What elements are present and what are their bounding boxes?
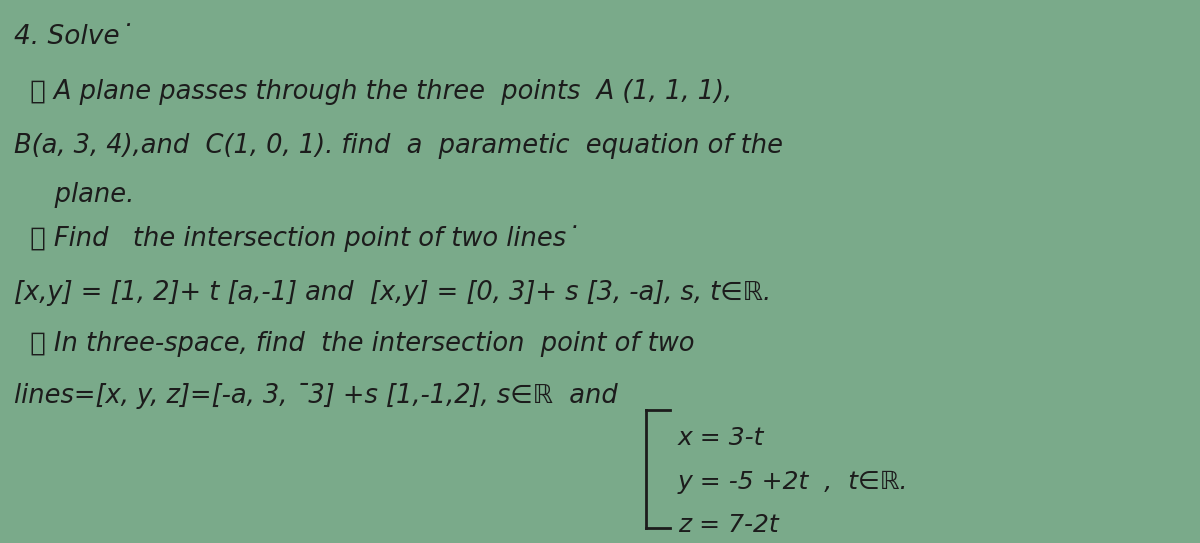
Text: [x,y] = [1, 2]+ t [a,-1] and  [x,y] = [0, 3]+ s [3, -a], s, t∈ℝ.: [x,y] = [1, 2]+ t [a,-1] and [x,y] = [0,…: [14, 280, 772, 306]
Text: B(a, 3, 4),and  C(1, 0, 1). find  a  parametic  equation of the: B(a, 3, 4),and C(1, 0, 1). find a parame…: [14, 133, 784, 159]
Text: plane.: plane.: [14, 182, 134, 208]
Text: ⓒ In three-space, find  the intersection  point of two: ⓒ In three-space, find the intersection …: [14, 331, 695, 357]
Text: 4. Solve˙: 4. Solve˙: [14, 24, 133, 50]
Text: ⓑ Find   the intersection point of two lines˙: ⓑ Find the intersection point of two lin…: [14, 225, 580, 252]
Text: z = 7-2t: z = 7-2t: [678, 513, 779, 537]
Text: lines=[x, y, z]=[-a, 3, ¯3] +s [1,-1,2], s∈ℝ  and: lines=[x, y, z]=[-a, 3, ¯3] +s [1,-1,2],…: [14, 383, 618, 409]
Text: x = 3-t: x = 3-t: [678, 426, 764, 450]
Text: ⓐ A plane passes through the three  points  A (1, 1, 1),: ⓐ A plane passes through the three point…: [14, 79, 732, 105]
Text: y = -5 +2t  ,  t∈ℝ.: y = -5 +2t , t∈ℝ.: [678, 470, 908, 494]
